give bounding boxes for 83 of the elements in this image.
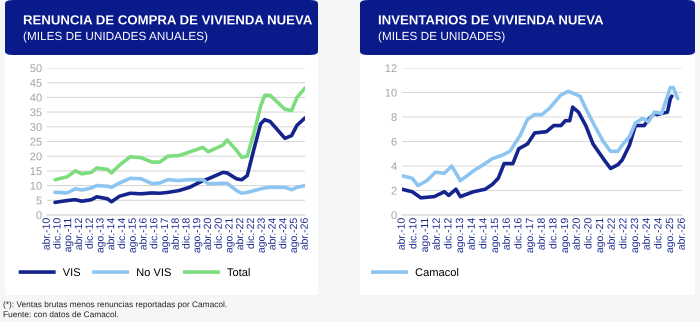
y-tick-label: 10 <box>30 182 42 190</box>
line-series <box>53 116 305 204</box>
x-tick-label: ago.-13 <box>96 218 106 253</box>
text: (*): Ventas brutas menos renuncias reportadas por Camacol. <box>4 301 226 309</box>
y-tick-label: 4 <box>391 162 397 170</box>
x-tick-label: abr.-18 <box>171 218 179 250</box>
x-tick-label: abr.-26 <box>677 218 685 250</box>
x-tick-label: ago.-21 <box>596 218 606 253</box>
x-tick-label: dic.-14 <box>478 218 486 249</box>
y-tick-label: 20 <box>30 152 42 160</box>
y-tick-label: 5 <box>36 196 42 204</box>
x-tick-label: abr.-12 <box>74 218 82 250</box>
x-tick-label: ago.-25 <box>290 218 300 253</box>
x-tick-label: dic.-14 <box>117 218 126 249</box>
y-tick-label: 45 <box>30 79 42 87</box>
x-tick-label: dic.-12 <box>85 218 93 249</box>
x-tick-label: dic.-24 <box>278 218 286 249</box>
x-tick-label: dic.-12 <box>444 218 452 249</box>
y-tick-label: 0 <box>391 211 397 220</box>
chart-title: INVENTARIOS DE VIVIENDA NUEVA <box>378 15 604 25</box>
y-tick-label: 35 <box>30 108 42 116</box>
x-tick-label: abr.-10 <box>397 218 405 250</box>
x-tick-label: dic.-16 <box>150 218 158 249</box>
legend-label: VIS <box>62 268 80 276</box>
legend-label: No VIS <box>137 268 171 276</box>
y-tick-label: 2 <box>392 186 397 195</box>
x-tick-label: ago.-17 <box>160 218 170 253</box>
x-tick-label: abr.-24 <box>268 218 276 250</box>
x-tick-label: ago.-21 <box>225 218 235 253</box>
x-tick-label: ago.-11 <box>64 218 74 252</box>
x-tick-label: ago.-19 <box>560 218 570 253</box>
line-series <box>402 86 680 188</box>
x-tick-label: abr.-26 <box>300 218 308 250</box>
x-tick-label: abr.-12 <box>432 218 440 250</box>
x-tick-label: dic.-20 <box>584 218 592 249</box>
source-note: Fuente: con datos de Camacol. <box>4 311 118 318</box>
x-tick-label: abr.-24 <box>642 218 650 250</box>
x-tick-label: abr.-22 <box>607 218 615 250</box>
x-tick-label: abr.-10 <box>42 218 50 250</box>
x-tick-label: ago.-11 <box>420 218 430 252</box>
line-series <box>53 176 305 196</box>
legend-label: Camacol <box>416 268 458 276</box>
y-tick-label: 10 <box>386 88 397 97</box>
x-tick-label: dic.-18 <box>548 218 556 249</box>
x-tick-label: ago.-23 <box>630 218 640 253</box>
x-tick-label: dic.-20 <box>214 218 222 249</box>
x-tick-label: ago.-23 <box>257 218 267 253</box>
x-tick-label: dic.-10 <box>408 218 416 249</box>
x-tick-label: dic.-16 <box>514 218 522 249</box>
y-tick-label: 40 <box>30 94 42 102</box>
x-tick-label: ago.-15 <box>490 218 500 253</box>
chart-subtitle: (MILES DE UNIDADES ANUALES) <box>24 32 208 42</box>
chart-subtitle: (MILES DE UNIDADES) <box>378 32 505 42</box>
x-tick-label: abr.-22 <box>236 218 244 250</box>
x-tick-label: abr.-20 <box>203 218 212 250</box>
line-series <box>402 94 674 200</box>
y-tick-label: 30 <box>30 123 42 131</box>
x-tick-label: ago.-13 <box>456 218 466 253</box>
x-tick-label: ago.-19 <box>192 218 202 253</box>
line-series <box>53 86 305 182</box>
y-tick-label: 6 <box>392 138 397 146</box>
y-tick-label: 15 <box>30 167 42 176</box>
y-tick-label: 0 <box>36 211 42 220</box>
y-tick-label: 25 <box>30 138 42 146</box>
x-tick-label: abr.-14 <box>106 218 114 250</box>
x-tick-label: dic.-22 <box>246 218 254 249</box>
x-tick-label: abr.-18 <box>537 218 545 250</box>
x-tick-label: abr.-14 <box>467 218 475 250</box>
x-tick-label: dic.-18 <box>182 218 190 249</box>
x-tick-label: abr.-16 <box>502 218 510 250</box>
x-tick-label: ago.-25 <box>666 218 676 253</box>
x-tick-label: ago.-15 <box>128 218 138 253</box>
x-tick-label: abr.-20 <box>572 218 580 250</box>
y-tick-label: 50 <box>30 64 42 72</box>
x-tick-label: dic.-24 <box>654 218 662 249</box>
chart-title: RENUNCIA DE COMPRA DE VIVIENDA NUEVA <box>24 15 312 25</box>
legend-label: Total <box>227 268 250 276</box>
x-tick-label: ago.-17 <box>526 218 536 253</box>
y-tick-label: 8 <box>391 113 397 122</box>
x-tick-label: dic.-22 <box>618 218 626 249</box>
x-tick-label: dic.-10 <box>52 218 61 249</box>
x-tick-label: abr.-16 <box>138 218 147 250</box>
y-tick-label: 12 <box>386 64 397 72</box>
